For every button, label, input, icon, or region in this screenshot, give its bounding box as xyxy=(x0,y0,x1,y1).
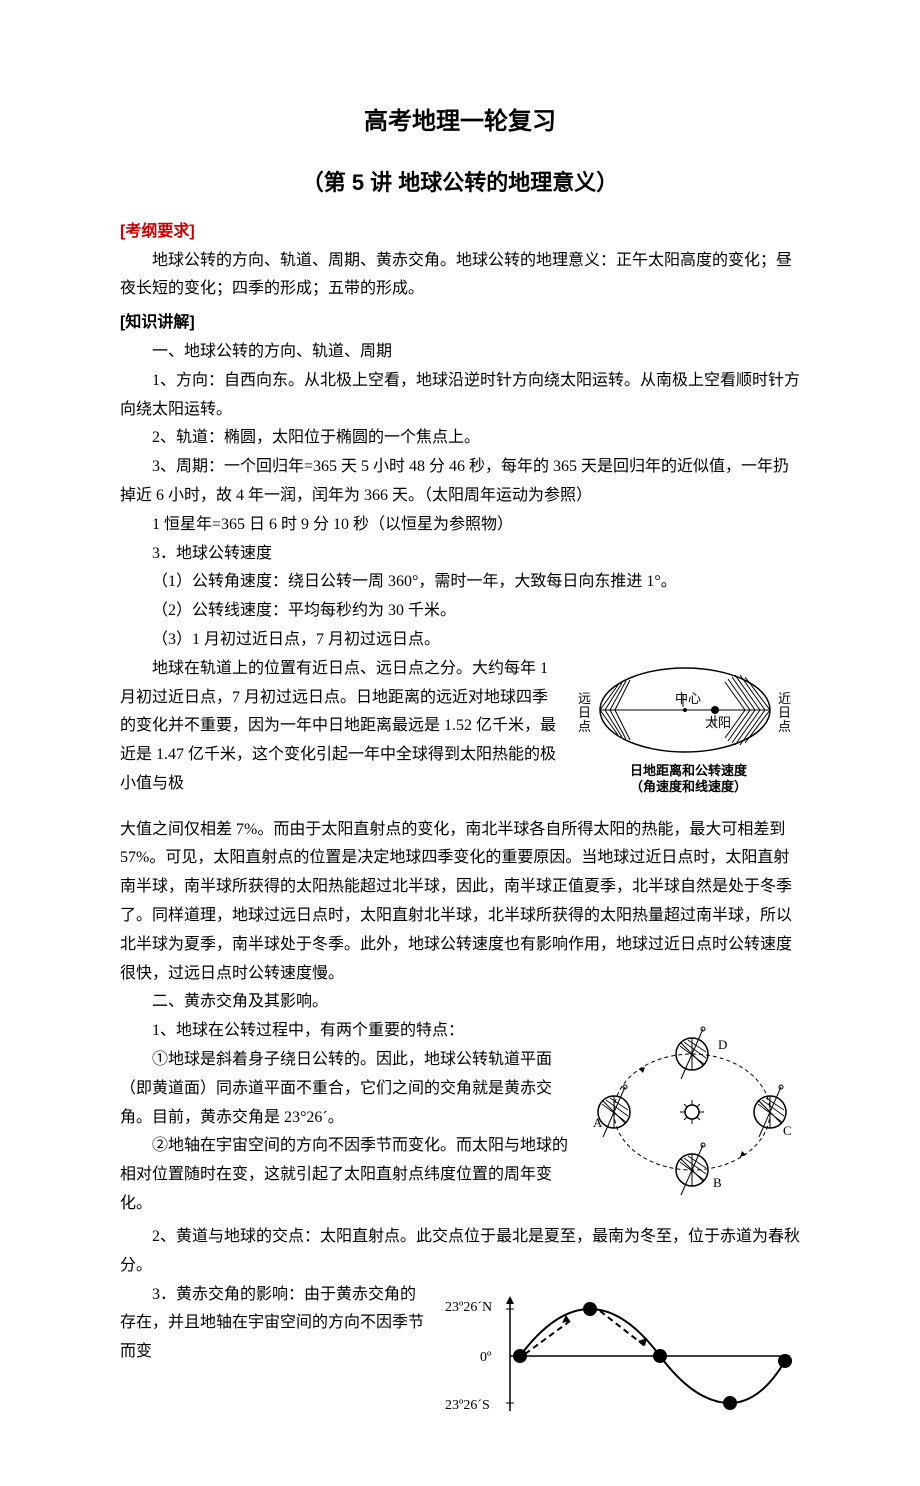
speed3: （3）1 月初过近日点，7 月初过远日点。 xyxy=(120,626,800,655)
svg-text:日: 日 xyxy=(578,705,591,720)
orbit-far-label: 远 xyxy=(578,691,591,706)
orbit-para1-cont: 大值之间仅相差 7%。而由于太阳直射点的变化，南北半球各自所得太阳的热能，最大可… xyxy=(120,816,800,989)
orbit-caption2: （角速度和线速度） xyxy=(630,779,747,794)
speed1: （1）公转角速度：绕日公转一周 360°，需时一年，大致每日向东推进 1°。 xyxy=(120,568,800,597)
exam-req-content: 地球公转的方向、轨道、周期、黄赤交角。地球公转的地理意义：正午太阳高度的变化；昼… xyxy=(120,247,800,305)
sine-ylabel-s: 23º26´S xyxy=(445,1398,490,1413)
revolution-wrap-section: A B C xyxy=(120,1017,800,1223)
topic2-point2: 2、黄道与地球的交点：太阳直射点。此交点位于最北是夏至，最南为冬至，位于赤道为春… xyxy=(120,1223,800,1281)
orbit-caption1: 日地距离和公转速度 xyxy=(630,763,748,778)
rev-label-b: B xyxy=(713,1175,722,1190)
svg-text:点: 点 xyxy=(578,719,591,734)
point2: 2、轨道：椭圆，太阳位于椭圆的一个焦点上。 xyxy=(120,424,800,453)
orbit-wrap-section: 远 日 点 近 日 点 中心 太阳 日地距离和公转速度 （角速度和线速度） 地球… xyxy=(120,655,800,816)
svg-text:点: 点 xyxy=(778,719,791,734)
speed2: （2）公转线速度：平均每秒约为 30 千米。 xyxy=(120,597,800,626)
sine-diagram: 23º26´N 0º 23º26´S xyxy=(440,1281,800,1442)
point3-speed: 3．地球公转速度 xyxy=(120,540,800,569)
point3a: 1 恒星年=365 日 6 时 9 分 10 秒（以恒星为参照物） xyxy=(120,511,800,540)
point3: 3、周期：一个回归年=365 天 5 小时 48 分 46 秒，每年的 365 … xyxy=(120,453,800,511)
topic1-heading: 一、地球公转的方向、轨道、周期 xyxy=(120,338,800,367)
topic2-heading: 二、黄赤交角及其影响。 xyxy=(120,988,800,1017)
orbit-near-label: 近 xyxy=(778,691,791,706)
orbit-center-label: 中心 xyxy=(675,691,701,706)
orbit-sun-label: 太阳 xyxy=(705,715,731,730)
rev-label-a: A xyxy=(593,1115,603,1130)
main-title: 高考地理一轮复习 xyxy=(120,100,800,143)
revolution-svg: A B C xyxy=(585,1017,800,1207)
svg-text:日: 日 xyxy=(778,705,791,720)
orbit-svg: 远 日 点 近 日 点 中心 太阳 日地距离和公转速度 （角速度和线速度） xyxy=(570,655,800,800)
sine-wrap-section: 23º26´N 0º 23º26´S 3．黄赤交角的影响：由于黄赤交角的存在，并… xyxy=(120,1281,800,1447)
sine-ylabel-0: 0º xyxy=(480,1350,492,1365)
revolution-diagram: A B C xyxy=(585,1017,800,1218)
orbit-diagram: 远 日 点 近 日 点 中心 太阳 日地距离和公转速度 （角速度和线速度） xyxy=(570,655,800,811)
sine-svg: 23º26´N 0º 23º26´S xyxy=(440,1281,800,1431)
rev-label-d: D xyxy=(718,1037,727,1052)
exam-req-heading: [考纲要求] xyxy=(120,218,800,247)
knowledge-heading: [知识讲解] xyxy=(120,309,800,338)
point1: 1、方向：自西向东。从北极上空看，地球沿逆时针方向绕太阳运转。从南极上空看顺时针… xyxy=(120,367,800,425)
sub-title: （第 5 讲 地球公转的地理意义） xyxy=(120,163,800,203)
rev-label-c: C xyxy=(783,1123,792,1138)
